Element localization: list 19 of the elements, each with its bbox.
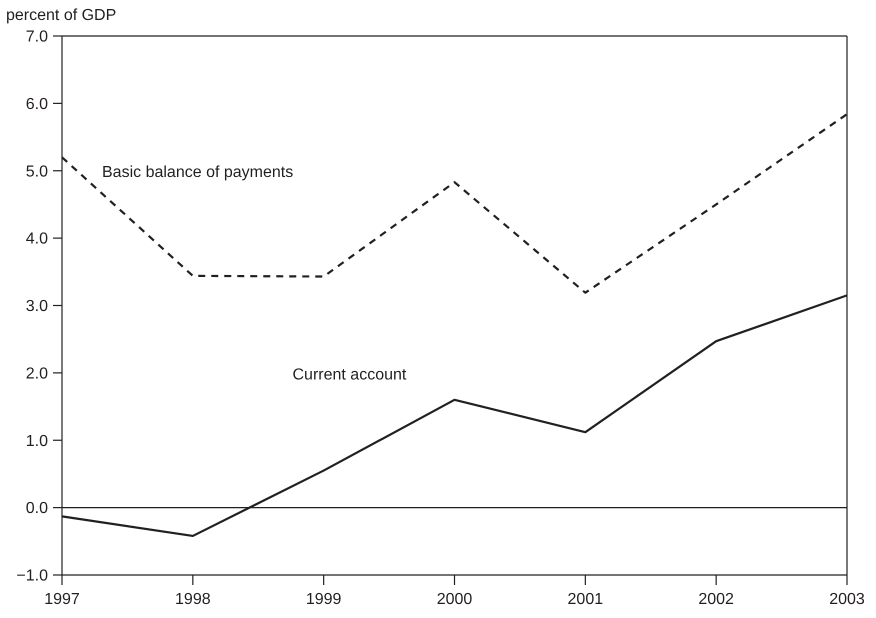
y-tick-label: 4.0 bbox=[26, 230, 48, 248]
y-tick-label: 0.0 bbox=[26, 500, 48, 518]
x-tick-label: 2002 bbox=[698, 591, 734, 608]
y-tick-label: 5.0 bbox=[26, 163, 48, 180]
x-tick-label: 2001 bbox=[568, 591, 604, 608]
y-axis-title: percent of GDP bbox=[6, 7, 116, 24]
y-tick-label: 3.0 bbox=[26, 298, 48, 316]
series-label: Basic balance of payments bbox=[102, 164, 294, 181]
x-tick-label: 1997 bbox=[44, 591, 80, 608]
y-tick-label: −1.0 bbox=[16, 568, 48, 585]
y-tick-label: 2.0 bbox=[26, 365, 48, 382]
x-tick-label: 1999 bbox=[306, 591, 342, 608]
text: Current account bbox=[292, 366, 407, 384]
y-tick-label: 7.0 bbox=[26, 28, 48, 46]
x-tick-label: 2003 bbox=[829, 591, 865, 608]
y-tick-label: 6.0 bbox=[26, 96, 48, 113]
y-tick-label: 1.0 bbox=[26, 432, 48, 450]
x-tick-label: 1998 bbox=[175, 591, 211, 608]
x-tick-label: 2000 bbox=[436, 591, 472, 608]
